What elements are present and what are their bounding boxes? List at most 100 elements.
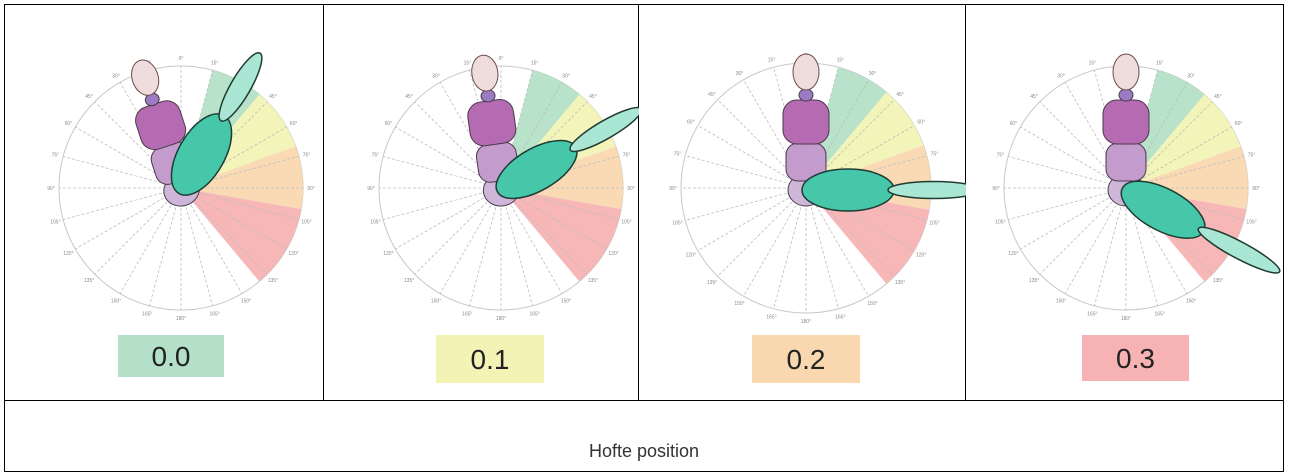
- spoke-line: [685, 187, 807, 221]
- zone-red: [501, 188, 622, 282]
- angle-tick-label: 105°: [995, 220, 1005, 226]
- angle-tick-label: 165°: [142, 312, 152, 318]
- angle-tick-label: 90°: [992, 186, 1000, 192]
- spoke-line: [180, 187, 213, 306]
- angle-tick-label: 15°: [1089, 60, 1097, 66]
- angle-tick-label: 105°: [621, 220, 631, 226]
- panel-0-diagram: 0°15°15°30°30°45°45°60°60°75°75°90°90°10…: [47, 52, 315, 377]
- angle-tick-label: 30°: [112, 73, 120, 79]
- angle-tick-label: 15°: [768, 58, 776, 64]
- angle-tick-label: 75°: [931, 152, 939, 158]
- angle-tick-label: 105°: [672, 220, 682, 226]
- spoke-line: [743, 187, 807, 297]
- angle-tick-label: 15°: [837, 58, 845, 64]
- angle-tick-label: 105°: [370, 220, 380, 226]
- zone-yellow: [1126, 94, 1241, 188]
- zone-red: [181, 188, 302, 282]
- angle-tick-label: 30°: [562, 73, 570, 79]
- spoke-line: [500, 187, 588, 275]
- score-badge: [118, 335, 224, 377]
- angle-tick-label: 60°: [917, 120, 925, 126]
- angle-tick-label: 135°: [84, 278, 94, 284]
- angle-tick-label: 90°: [47, 186, 55, 192]
- spoke-line: [180, 187, 299, 220]
- score-badge: [752, 335, 860, 383]
- neck-segment: [798, 88, 814, 102]
- spoke-line: [1064, 187, 1127, 294]
- angle-tick-label: 90°: [627, 186, 635, 192]
- spoke-line: [180, 187, 268, 275]
- spoke-line: [180, 187, 243, 294]
- angle-tick-label: 30°: [869, 71, 877, 77]
- angle-tick-label: 120°: [608, 251, 618, 257]
- angle-tick-label: 15°: [1156, 60, 1164, 66]
- angle-tick-label: 135°: [895, 280, 905, 286]
- angle-tick-label: 180°: [801, 319, 811, 325]
- head-segment: [792, 53, 820, 91]
- angle-tick-label: 75°: [623, 152, 631, 158]
- angle-tick-label: 45°: [269, 94, 277, 100]
- angle-tick-label: 150°: [1056, 299, 1066, 305]
- angle-tick-label: 75°: [52, 152, 60, 158]
- angle-tick-label: 120°: [916, 253, 926, 259]
- angle-tick-label: 150°: [1186, 299, 1196, 305]
- score-value: 0.3: [1116, 343, 1155, 374]
- angle-tick-label: 45°: [85, 94, 93, 100]
- shin-segment: [569, 106, 639, 153]
- zone-yellow: [806, 92, 924, 188]
- angle-tick-label: 105°: [301, 220, 311, 226]
- spoke-line: [500, 187, 533, 306]
- spoke-line: [1008, 156, 1127, 189]
- angle-tick-label: 120°: [686, 253, 696, 259]
- angle-tick-label: 180°: [1121, 316, 1131, 322]
- angle-tick-label: 165°: [1087, 312, 1097, 318]
- angle-tick-label: 15°: [211, 60, 219, 66]
- angle-tick-label: 75°: [997, 152, 1005, 158]
- angle-tick-label: 60°: [385, 121, 393, 127]
- angle-tick-label: 45°: [896, 92, 904, 98]
- panel-0: 0°15°15°30°30°45°45°60°60°75°75°90°90°10…: [5, 5, 324, 400]
- score-value: 0.2: [787, 344, 826, 375]
- caption-text: Hofte position: [588, 441, 700, 461]
- angle-tick-label: 30°: [1057, 73, 1065, 79]
- angle-tick-label: 90°: [1252, 186, 1260, 192]
- score-badge: [436, 335, 544, 383]
- angle-tick-label: 90°: [307, 186, 315, 192]
- angle-tick-label: 45°: [589, 94, 597, 100]
- spoke-line: [1125, 126, 1232, 189]
- panel-3-diagram: 0°15°15°30°30°45°45°60°60°75°75°90°90°10…: [992, 53, 1281, 381]
- spoke-line: [717, 187, 807, 277]
- spoke-line: [1020, 126, 1127, 189]
- spoke-line: [697, 187, 807, 251]
- spoke-line: [439, 187, 502, 294]
- angle-tick-label: 45°: [405, 94, 413, 100]
- spoke-line: [1020, 187, 1127, 250]
- angle-tick-label: 165°: [529, 312, 539, 318]
- thigh-segment: [801, 168, 895, 212]
- shin-segment: [218, 52, 263, 122]
- upper-torso-segment: [467, 98, 517, 147]
- spoke-line: [149, 187, 182, 306]
- head-segment: [1112, 53, 1140, 91]
- spoke-line: [75, 187, 182, 250]
- angle-tick-label: 180°: [496, 316, 506, 322]
- panel-2: 0°15°15°30°30°45°45°60°60°75°75°90°90°10…: [639, 5, 966, 400]
- angle-tick-label: 0°: [179, 56, 184, 62]
- spoke-line: [383, 156, 502, 189]
- angle-tick-label: 75°: [372, 152, 380, 158]
- angle-tick-label: 30°: [1187, 73, 1195, 79]
- angle-tick-label: 165°: [462, 312, 472, 318]
- spoke-line: [94, 187, 182, 275]
- angle-tick-label: 45°: [1214, 94, 1222, 100]
- angle-tick-label: 105°: [929, 220, 939, 226]
- spoke-line: [1094, 187, 1127, 306]
- angle-tick-label: 15°: [531, 60, 539, 66]
- figure-table: 0° 15° 15° 30° 30° 45° 45° 60° 60° 75° 75° 90° 90° 10…: [4, 4, 1284, 472]
- angle-tick-label: 30°: [432, 73, 440, 79]
- spoke-line: [697, 125, 807, 189]
- spoke-line: [500, 187, 563, 294]
- angle-tick-label: 75°: [303, 152, 311, 158]
- spoke-line: [414, 187, 502, 275]
- angle-tick-label: 135°: [404, 278, 414, 284]
- angle-tick-label: 105°: [50, 220, 60, 226]
